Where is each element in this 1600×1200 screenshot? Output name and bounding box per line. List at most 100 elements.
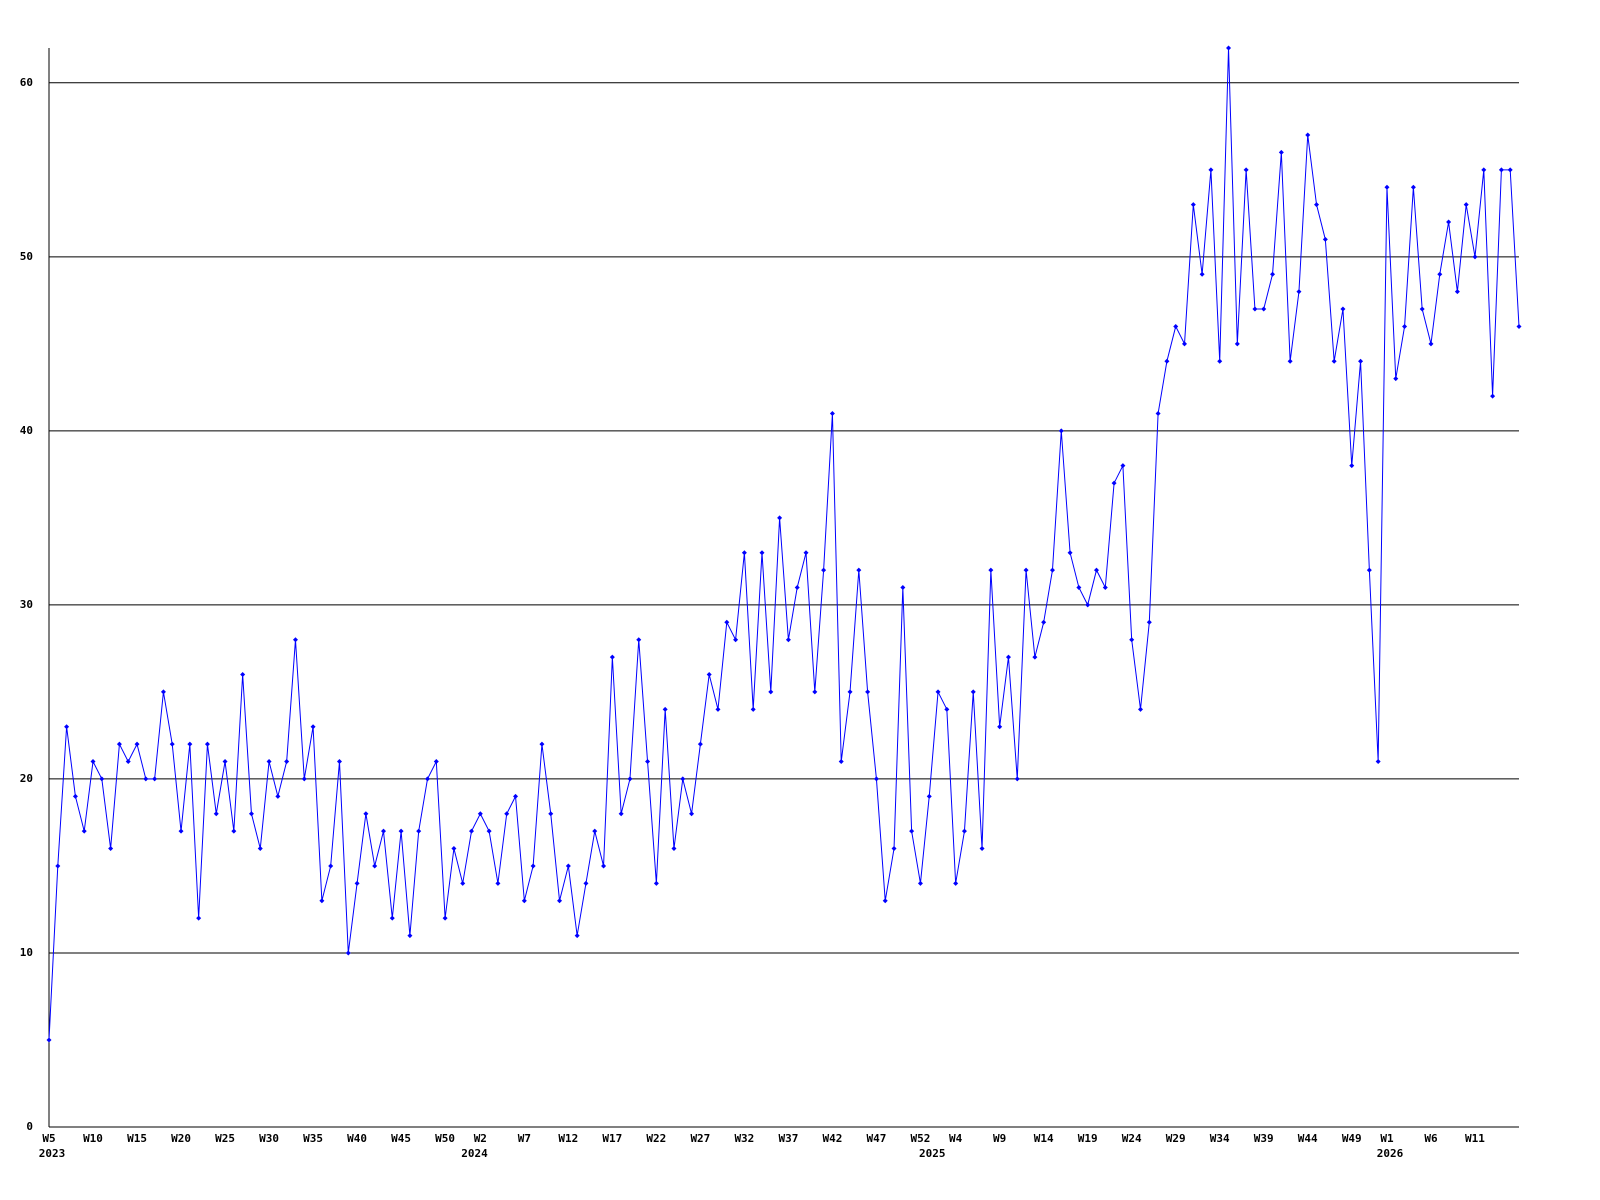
data-point [583, 880, 589, 886]
data-point [169, 741, 175, 747]
data-point [55, 863, 61, 869]
data-point [275, 793, 281, 799]
x-year-label: 2023 [39, 1147, 66, 1160]
data-point [1129, 637, 1135, 643]
data-point [1137, 706, 1143, 712]
x-tick-label: W52 [910, 1132, 930, 1145]
data-point [1410, 184, 1416, 190]
data-point [1217, 358, 1223, 364]
data-point [733, 637, 739, 643]
x-tick-label: W50 [435, 1132, 455, 1145]
data-point [530, 863, 536, 869]
data-point [1490, 393, 1496, 399]
data-point [416, 828, 422, 834]
data-point [1252, 306, 1258, 312]
data-point [891, 846, 897, 852]
data-point [1270, 271, 1276, 277]
data-point [1446, 219, 1452, 225]
data-point [1005, 654, 1011, 660]
data-point [1472, 254, 1478, 260]
data-point [231, 828, 237, 834]
data-point [451, 846, 457, 852]
data-point [257, 846, 263, 852]
data-point [882, 898, 888, 904]
data-point [750, 706, 756, 712]
data-point [997, 724, 1003, 730]
data-point [1393, 376, 1399, 382]
data-point [1032, 654, 1038, 660]
data-point [108, 846, 114, 852]
x-tick-label: W42 [822, 1132, 842, 1145]
y-tick-label: 30 [20, 598, 33, 611]
data-point [1322, 236, 1328, 242]
data-point [1375, 759, 1381, 765]
data-point [768, 689, 774, 695]
x-tick-label: W14 [1034, 1132, 1054, 1145]
x-tick-label: W7 [518, 1132, 531, 1145]
data-point [970, 689, 976, 695]
data-point [1014, 776, 1020, 782]
data-point [653, 880, 659, 886]
data-point [680, 776, 686, 782]
data-point [152, 776, 158, 782]
data-point [1226, 45, 1232, 51]
data-point [565, 863, 571, 869]
data-point [1481, 167, 1487, 173]
data-point [856, 567, 862, 573]
data-point [46, 1037, 52, 1043]
data-point [1366, 567, 1372, 573]
data-point [380, 828, 386, 834]
data-line [48, 47, 1520, 1041]
data-point [187, 741, 193, 747]
data-point [1049, 567, 1055, 573]
data-point [1023, 567, 1029, 573]
data-point [909, 828, 915, 834]
data-point [917, 880, 923, 886]
y-tick-label: 0 [26, 1120, 33, 1133]
x-year-label: 2024 [461, 1147, 488, 1160]
x-tick-label: W45 [391, 1132, 411, 1145]
data-point [706, 672, 712, 678]
x-tick-label: W37 [778, 1132, 798, 1145]
data-point [134, 741, 140, 747]
data-point [389, 915, 395, 921]
data-point [328, 863, 334, 869]
data-point [953, 880, 959, 886]
data-point [724, 619, 730, 625]
data-point [1076, 585, 1082, 590]
x-tick-label: W40 [347, 1132, 367, 1145]
data-point [1120, 463, 1126, 469]
x-tick-label: W29 [1166, 1132, 1186, 1145]
data-point [248, 811, 254, 817]
x-tick-label: W6 [1424, 1132, 1438, 1145]
x-tick-label: W25 [215, 1132, 235, 1145]
data-point [794, 585, 800, 590]
data-point [592, 828, 598, 834]
data-point [601, 863, 607, 869]
data-point [1305, 132, 1311, 138]
x-tick-label: W20 [171, 1132, 191, 1145]
x-tick-label: W22 [646, 1132, 666, 1145]
data-point [1164, 358, 1170, 364]
data-point [557, 898, 563, 904]
data-point [838, 759, 844, 765]
data-point [345, 950, 351, 956]
data-point [372, 863, 378, 869]
data-point [574, 933, 580, 939]
data-point [1419, 306, 1425, 312]
data-point [222, 759, 228, 765]
data-point [407, 933, 413, 939]
data-point [1261, 306, 1267, 312]
data-point [759, 550, 765, 556]
data-point [1516, 323, 1522, 329]
data-point [777, 515, 783, 521]
data-point [1498, 167, 1504, 173]
data-point [336, 759, 342, 765]
data-point [1428, 341, 1434, 347]
data-point [477, 811, 483, 817]
data-point [1041, 619, 1047, 625]
data-point [1437, 271, 1443, 277]
data-point [1102, 585, 1108, 590]
